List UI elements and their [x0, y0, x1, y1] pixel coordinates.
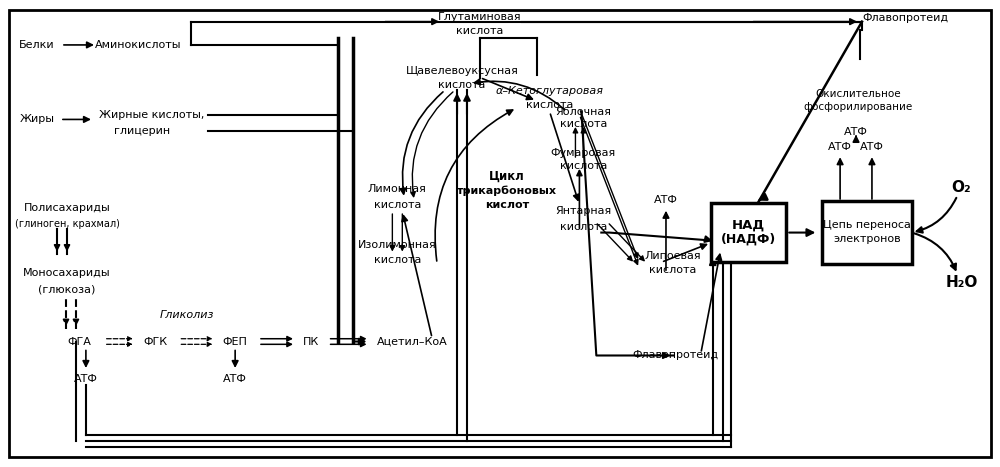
- Text: O₂: O₂: [952, 180, 971, 195]
- Text: НАД: НАД: [732, 219, 765, 232]
- Text: глицерин: глицерин: [114, 126, 170, 136]
- Text: Янтарная: Янтарная: [555, 206, 612, 216]
- Text: Жирные кислоты,: Жирные кислоты,: [99, 110, 204, 120]
- Text: АТФ: АТФ: [860, 142, 884, 152]
- Text: кислота: кислота: [374, 255, 421, 265]
- Text: ФЕП: ФЕП: [223, 337, 248, 347]
- Text: Яблочная: Яблочная: [555, 106, 611, 116]
- Text: Окислительное: Окислительное: [815, 89, 901, 99]
- Text: Моносахариды: Моносахариды: [23, 268, 111, 278]
- Text: H₂O: H₂O: [945, 275, 978, 290]
- Text: α–Кетоглутаровая: α–Кетоглутаровая: [496, 86, 604, 97]
- Text: (НАДФ): (НАДФ): [721, 233, 776, 246]
- Text: Цепь переноса: Цепь переноса: [823, 220, 911, 230]
- Text: Флавопротеид: Флавопротеид: [863, 13, 949, 23]
- Text: (глиноген, крахмал): (глиноген, крахмал): [15, 219, 119, 229]
- Text: Гликолиз: Гликолиз: [159, 310, 214, 320]
- FancyBboxPatch shape: [711, 204, 786, 262]
- Text: кислота: кислота: [374, 199, 421, 210]
- Text: АТФ: АТФ: [828, 142, 852, 152]
- Text: Цикл: Цикл: [489, 170, 525, 183]
- Text: Лимонная: Лимонная: [368, 184, 427, 194]
- Text: ФГК: ФГК: [143, 337, 168, 347]
- Text: электронов: электронов: [833, 234, 901, 244]
- Text: (глюкоза): (глюкоза): [38, 284, 96, 294]
- Text: Глутаминовая: Глутаминовая: [438, 12, 522, 22]
- Text: Флавопротеид: Флавопротеид: [633, 351, 719, 361]
- Text: Липоевая: Липоевая: [645, 251, 701, 261]
- Text: ФГА: ФГА: [67, 337, 91, 347]
- Text: фосфорилирование: фосфорилирование: [803, 102, 913, 112]
- Text: Фумаровая: Фумаровая: [551, 149, 616, 158]
- Text: кислота: кислота: [649, 265, 697, 275]
- Text: Аминокислоты: Аминокислоты: [95, 40, 182, 50]
- Text: АТФ: АТФ: [844, 127, 868, 137]
- Text: АТФ: АТФ: [223, 374, 247, 384]
- Text: кислота: кислота: [560, 161, 607, 171]
- Text: кислота: кислота: [526, 100, 573, 111]
- Text: трикарбоновых: трикарбоновых: [457, 185, 557, 196]
- Text: кислот: кислот: [485, 199, 529, 210]
- Text: кислота: кислота: [456, 26, 504, 36]
- Text: АТФ: АТФ: [654, 195, 678, 205]
- Text: Ацетил–КоА: Ацетил–КоА: [377, 337, 448, 347]
- Text: АТФ: АТФ: [74, 374, 98, 384]
- Text: Щавелевоуксусная: Щавелевоуксусная: [406, 66, 518, 77]
- FancyBboxPatch shape: [822, 201, 912, 264]
- Text: кислота: кислота: [438, 79, 486, 90]
- Text: Белки: Белки: [19, 40, 55, 50]
- Text: Жиры: Жиры: [20, 114, 55, 124]
- Text: кислота: кислота: [560, 221, 607, 232]
- Text: кислота: кислота: [560, 119, 607, 129]
- Text: ПК: ПК: [303, 337, 319, 347]
- Text: Изолимонная: Изолимонная: [358, 240, 437, 250]
- Text: Полисахариды: Полисахариды: [24, 203, 110, 213]
